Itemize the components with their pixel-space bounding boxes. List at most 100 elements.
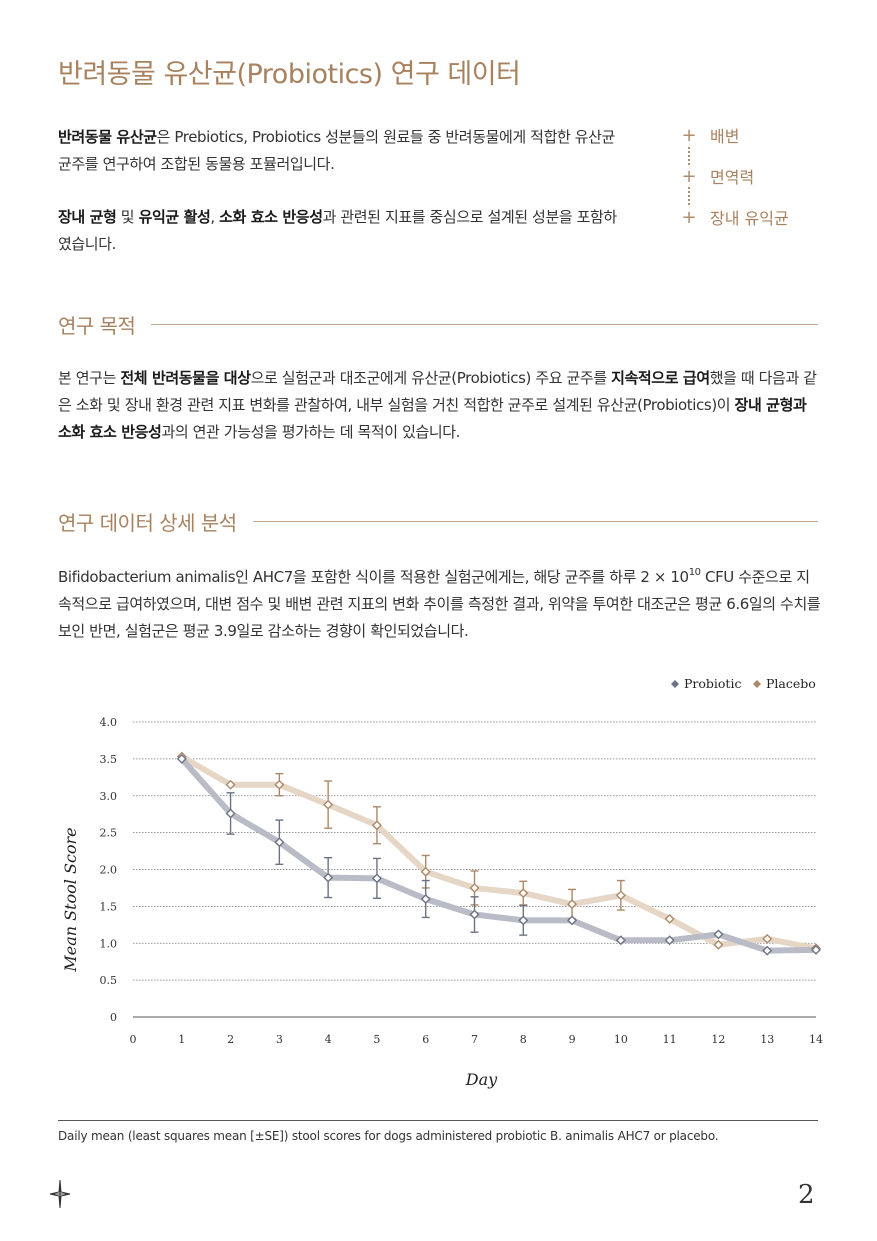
- y-tick-label: 1.0: [100, 937, 118, 950]
- data-point-probiotic: [567, 915, 578, 926]
- data-point-probiotic: [811, 944, 821, 955]
- exponent: 10: [688, 567, 701, 578]
- caption-divider: [58, 1120, 818, 1121]
- keyword-label: 면역력: [710, 168, 755, 187]
- page-number: 2: [798, 1180, 815, 1210]
- data-point-probiotic: [420, 894, 431, 904]
- x-tick-label: 13: [760, 1033, 774, 1046]
- section-title: 연구 데이터 상세 분석: [58, 511, 237, 535]
- y-axis-title: Mean Stool Score: [61, 827, 80, 972]
- purpose-text: 으로 실험군과 대조군에게 유산균(Probiotics) 주요 균주를: [250, 369, 612, 387]
- y-tick-label: 1.5: [100, 900, 118, 913]
- legend-label: Probiotic: [684, 676, 741, 691]
- plus-icon: +: [680, 165, 698, 187]
- data-point-probiotic: [225, 808, 236, 819]
- intro-highlight: 반려동물 유산균: [58, 128, 157, 146]
- y-tick-label: 0.5: [100, 974, 118, 987]
- data-point-probiotic: [615, 935, 626, 946]
- intro-text: 및: [116, 208, 139, 226]
- intro-highlight: 소화 효소 반응성: [219, 208, 323, 226]
- keyword-item: + 장내 유익균: [680, 204, 789, 230]
- purpose-highlight: 장내 균형과 소화 효소 반응성: [58, 396, 807, 441]
- data-point-placebo: [664, 913, 675, 924]
- keyword-label: 배변: [710, 127, 740, 146]
- x-tick-label: 1: [178, 1033, 185, 1046]
- data-point-placebo: [762, 933, 773, 944]
- data-point-probiotic: [323, 872, 334, 883]
- keyword-item: + 배변: [680, 122, 739, 148]
- stool-score-chart: 00.51.01.52.02.53.03.54.00 1 2 3 4 5 6 7 8 9 10 11 1…: [61, 676, 823, 1089]
- data-point-probiotic: [713, 929, 724, 940]
- data-point-placebo: [420, 866, 431, 877]
- intro-text: 은 Prebiotics, Probiotics 성분들의 원료들 중 반려동물…: [58, 128, 615, 173]
- figure-caption: Daily mean (least squares mean [±SE]) st…: [58, 1129, 719, 1143]
- analysis-text: Bifidobacterium animalis인 AHC7을 포함한 식이를 …: [58, 568, 689, 586]
- section-divider: [151, 324, 818, 325]
- x-tick-label: 6: [422, 1033, 429, 1046]
- x-tick-label: 9: [569, 1033, 576, 1046]
- data-point-probiotic: [664, 935, 675, 946]
- series-line-probiotic: [178, 755, 819, 954]
- data-point-placebo: [567, 899, 578, 910]
- series-line-placebo: [178, 753, 819, 952]
- section-header-analysis: 연구 데이터 상세 분석: [58, 507, 818, 536]
- data-point-placebo: [274, 779, 285, 790]
- y-tick-label: 0: [110, 1011, 117, 1024]
- data-point-probiotic: [274, 837, 285, 848]
- y-tick-label: 2.0: [100, 864, 118, 877]
- data-point-placebo: [469, 882, 480, 893]
- x-axis-title: Day: [465, 1070, 498, 1089]
- purpose-highlight: 전체 반려동물을 대상: [120, 369, 251, 387]
- data-point-placebo: [615, 890, 626, 901]
- data-point-placebo: [225, 779, 236, 790]
- keyword-item: + 면역력: [680, 163, 754, 189]
- y-tick-label: 3.5: [100, 753, 118, 766]
- purpose-text: 본 연구는: [58, 369, 121, 387]
- x-tick-label: 3: [276, 1033, 283, 1046]
- page-title: 반려동물 유산균(Probiotics) 연구 데이터: [58, 59, 521, 90]
- intro-text: 과 관련된 지표를 중심으로 설계된 성분을 포함하였습니다.: [58, 208, 617, 253]
- legend-marker: [753, 680, 761, 688]
- x-tick-label: 5: [373, 1033, 380, 1046]
- x-tick-label: 12: [711, 1033, 725, 1046]
- analysis-paragraph: Bifidobacterium animalis인 AHC7을 포함한 식이를 …: [58, 564, 823, 645]
- intro-paragraph-2: 장내 균형 및 유익균 활성, 소화 효소 반응성과 관련된 지표를 중심으로 …: [58, 204, 618, 258]
- data-point-probiotic: [176, 753, 187, 764]
- y-tick-label: 2.5: [100, 827, 118, 840]
- data-point-placebo: [371, 820, 382, 831]
- analysis-text: CFU 수준으로 지속적으로 급여하였으며, 대변 점수 및 배변 관련 지표의…: [58, 568, 821, 640]
- sparkle-icon: [50, 1180, 70, 1208]
- x-tick-label: 14: [809, 1033, 823, 1046]
- legend-marker: [671, 680, 679, 688]
- intro-paragraph-1: 반려동물 유산균은 Prebiotics, Probiotics 성분들의 원료…: [58, 124, 618, 178]
- y-tick-label: 3.0: [100, 790, 118, 803]
- intro-text: ,: [210, 208, 220, 226]
- x-tick-label: 4: [325, 1033, 332, 1046]
- keyword-label: 장내 유익균: [710, 209, 789, 228]
- intro-highlight: 장내 균형: [58, 208, 117, 226]
- purpose-text: 과의 연관 가능성을 평가하는 데 목적이 있습니다.: [161, 423, 461, 441]
- data-point-placebo: [323, 799, 334, 810]
- x-tick-label: 8: [520, 1033, 527, 1046]
- data-point-placebo: [518, 888, 529, 899]
- x-tick-label: 7: [471, 1033, 478, 1046]
- x-tick-label: 2: [227, 1033, 234, 1046]
- data-point-probiotic: [762, 945, 773, 956]
- section-divider: [252, 521, 818, 522]
- purpose-paragraph: 본 연구는 전체 반려동물을 대상으로 실험군과 대조군에게 유산균(Probi…: [58, 365, 823, 446]
- data-point-probiotic: [518, 915, 529, 926]
- plus-icon: +: [680, 124, 698, 146]
- x-tick-label: 11: [663, 1033, 677, 1046]
- section-header-purpose: 연구 목적: [58, 310, 818, 339]
- data-point-placebo: [713, 939, 724, 950]
- intro-highlight: 유익균 활성: [138, 208, 211, 226]
- purpose-text: 했을 때 다음과 같은 소화 및 장내 환경 관련 지표 변화를 관찰하여, 내…: [58, 369, 817, 414]
- y-tick-label: 4.0: [100, 716, 118, 729]
- data-point-probiotic: [469, 909, 480, 920]
- data-point-probiotic: [371, 873, 382, 884]
- x-tick-label: 10: [614, 1033, 628, 1046]
- x-tick-label: 0: [130, 1033, 137, 1046]
- keyword-list: + 배변 + 면역력 + 장내 유익균: [680, 120, 840, 230]
- plus-icon: +: [680, 206, 698, 228]
- legend-label: Placebo: [766, 676, 816, 691]
